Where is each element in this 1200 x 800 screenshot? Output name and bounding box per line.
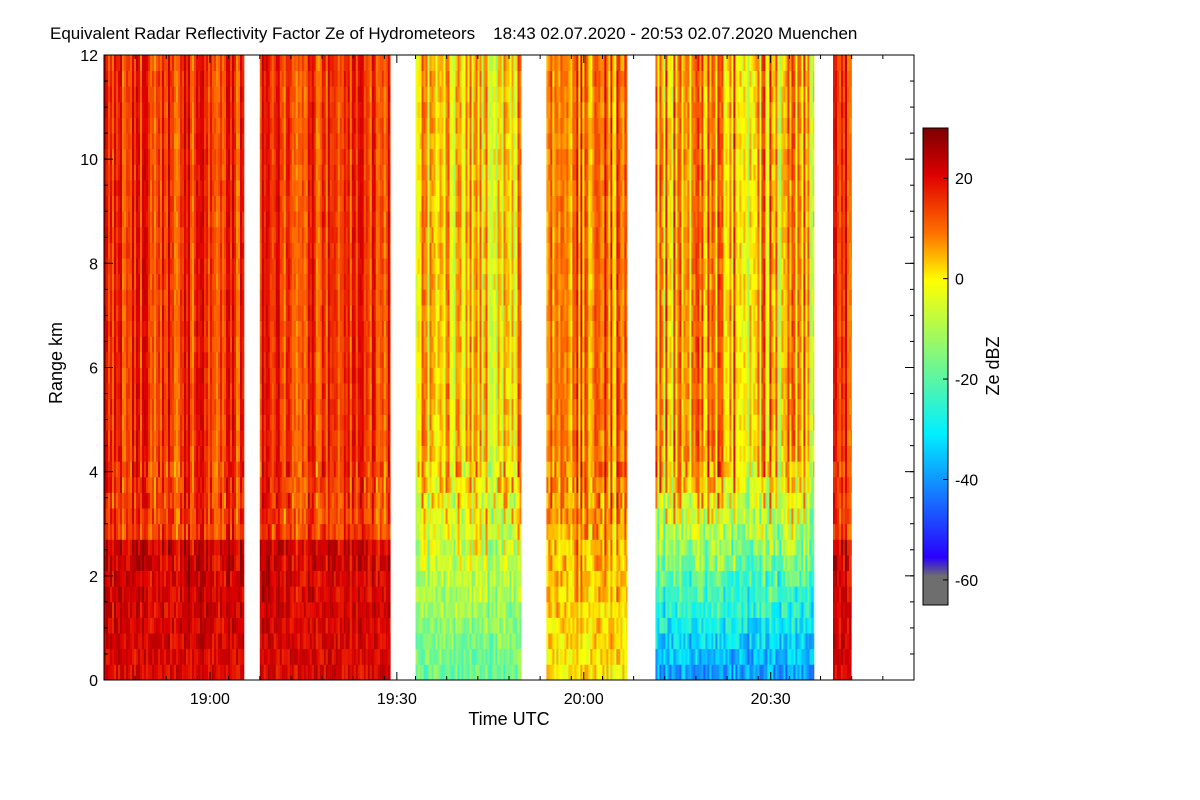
heatmap-area bbox=[104, 55, 852, 680]
colorbar bbox=[922, 127, 949, 606]
y-tick-label: 10 bbox=[80, 152, 98, 169]
data-segment bbox=[259, 55, 391, 680]
x-axis-label: Time UTC bbox=[468, 709, 549, 729]
colorbar-tick-label: 20 bbox=[955, 171, 973, 188]
y-tick-label: 4 bbox=[89, 465, 98, 482]
colorbar-axis: 20 0 -20 -40 -60 bbox=[943, 171, 978, 590]
y-axis-label: Range km bbox=[46, 322, 66, 404]
x-tick-label: 20:30 bbox=[751, 691, 791, 708]
data-segment bbox=[546, 55, 628, 680]
colorbar-tick-label: 0 bbox=[955, 272, 964, 289]
y-tick-label: 12 bbox=[80, 48, 98, 65]
chart-title: Equivalent Radar Reflectivity Factor Ze … bbox=[50, 24, 857, 43]
x-axis: 19:00 19:30 20:00 20:30 bbox=[103, 55, 915, 708]
y-tick-label: 8 bbox=[89, 256, 98, 273]
data-segment bbox=[833, 55, 852, 680]
colorbar-tick-label: -20 bbox=[955, 372, 978, 389]
data-segment bbox=[415, 55, 522, 680]
x-tick-label: 20:00 bbox=[564, 691, 604, 708]
colorbar-label: Ze dBZ bbox=[983, 336, 1003, 395]
y-tick-label: 2 bbox=[89, 569, 98, 586]
x-tick-label: 19:30 bbox=[377, 691, 417, 708]
y-tick-label: 0 bbox=[89, 673, 98, 690]
colorbar-tick-label: -40 bbox=[955, 472, 978, 489]
y-tick-label: 6 bbox=[89, 361, 98, 378]
data-segment bbox=[655, 55, 815, 680]
data-segment bbox=[104, 55, 245, 680]
y-axis: 0 2 4 6 8 10 12 bbox=[80, 48, 914, 690]
x-tick-label: 19:00 bbox=[190, 691, 230, 708]
colorbar-tick-label: -60 bbox=[955, 573, 978, 590]
